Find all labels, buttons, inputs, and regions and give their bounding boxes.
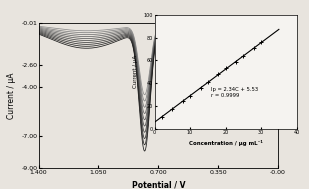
Point <box>234 60 239 63</box>
Point <box>205 81 210 84</box>
Point <box>159 116 164 119</box>
X-axis label: Potential / V: Potential / V <box>132 180 185 189</box>
Point <box>216 73 221 76</box>
Point <box>170 108 175 111</box>
Point <box>188 94 193 97</box>
Point <box>180 100 185 103</box>
Y-axis label: Current / µA: Current / µA <box>7 72 16 119</box>
X-axis label: Concentration / µg mL⁻¹: Concentration / µg mL⁻¹ <box>188 140 263 146</box>
Point <box>223 67 228 70</box>
Y-axis label: Current / µA: Current / µA <box>133 55 138 88</box>
Point <box>252 46 256 50</box>
Point <box>241 54 246 57</box>
Point <box>198 86 203 89</box>
Point <box>259 41 264 44</box>
Text: Ip = 2.34C + 5.53
r = 0.9999: Ip = 2.34C + 5.53 r = 0.9999 <box>211 87 259 98</box>
